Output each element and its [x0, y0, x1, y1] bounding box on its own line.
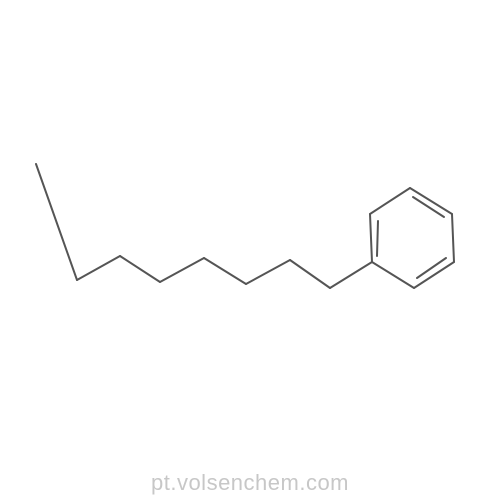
- bonds-group: [36, 164, 454, 288]
- bond: [246, 260, 290, 284]
- bond: [330, 262, 372, 288]
- bond: [290, 260, 330, 288]
- bond: [410, 188, 452, 214]
- bond: [417, 258, 446, 278]
- bond: [372, 262, 414, 288]
- bond: [204, 258, 246, 284]
- bond: [370, 214, 372, 262]
- bond: [160, 258, 204, 282]
- bond: [77, 256, 120, 280]
- bond: [452, 214, 454, 262]
- structure-svg: [0, 0, 500, 500]
- bond: [377, 221, 378, 256]
- bond: [36, 164, 77, 280]
- bond: [120, 256, 160, 282]
- molecule-diagram: pt.volsenchem.com: [0, 0, 500, 500]
- watermark-text: pt.volsenchem.com: [0, 470, 500, 496]
- bond: [370, 188, 410, 214]
